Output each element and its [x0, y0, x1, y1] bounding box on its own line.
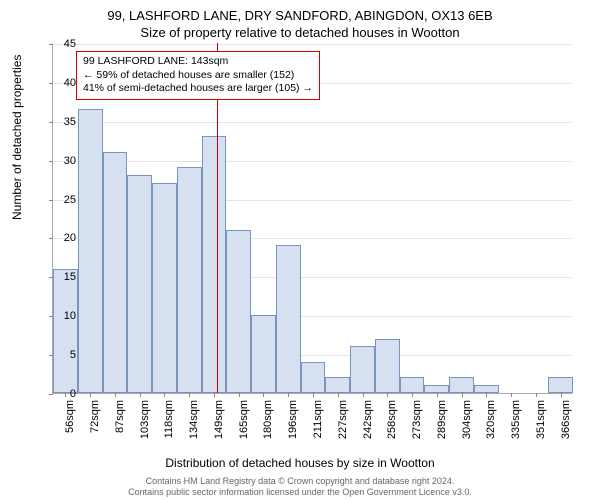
- xtick-mark: [65, 393, 66, 397]
- ytick-label: 35: [64, 116, 76, 128]
- annotation-line2: ← 59% of detached houses are smaller (15…: [83, 69, 313, 83]
- xtick-mark: [511, 393, 512, 397]
- xtick-label: 87sqm: [114, 400, 126, 444]
- ytick-mark: [49, 83, 53, 84]
- histogram-bar: [301, 362, 326, 393]
- xtick-label: 103sqm: [139, 400, 151, 444]
- histogram-bar: [350, 346, 375, 393]
- histogram-bar: [375, 339, 400, 393]
- ytick-label: 20: [64, 232, 76, 244]
- ytick-label: 40: [64, 77, 76, 89]
- xtick-mark: [387, 393, 388, 397]
- xtick-label: 335sqm: [510, 400, 522, 444]
- xtick-mark: [536, 393, 537, 397]
- xtick-mark: [90, 393, 91, 397]
- histogram-bar: [103, 152, 128, 393]
- ytick-mark: [49, 394, 53, 395]
- xtick-label: 304sqm: [461, 400, 473, 444]
- xtick-label: 242sqm: [362, 400, 374, 444]
- footer-attribution: Contains HM Land Registry data © Crown c…: [0, 476, 600, 498]
- ytick-label: 30: [64, 155, 76, 167]
- grid-line: [53, 122, 572, 123]
- histogram-bar: [449, 377, 474, 393]
- histogram-bar: [152, 183, 177, 393]
- histogram-bar: [474, 385, 499, 393]
- xtick-label: 289sqm: [436, 400, 448, 444]
- xtick-label: 180sqm: [262, 400, 274, 444]
- ytick-label: 45: [64, 38, 76, 50]
- xtick-label: 149sqm: [213, 400, 225, 444]
- grid-line: [53, 44, 572, 45]
- histogram-bar: [226, 230, 251, 393]
- ytick-label: 0: [70, 388, 76, 400]
- histogram-bar: [400, 377, 425, 393]
- chart-area: 99 LASHFORD LANE: 143sqm ← 59% of detach…: [52, 44, 572, 394]
- histogram-bar: [251, 315, 276, 393]
- annotation-line1: 99 LASHFORD LANE: 143sqm: [83, 55, 313, 69]
- xtick-label: 196sqm: [287, 400, 299, 444]
- xtick-label: 258sqm: [386, 400, 398, 444]
- xtick-mark: [214, 393, 215, 397]
- grid-line: [53, 161, 572, 162]
- xtick-label: 366sqm: [560, 400, 572, 444]
- xtick-mark: [437, 393, 438, 397]
- xtick-mark: [140, 393, 141, 397]
- ytick-mark: [49, 238, 53, 239]
- histogram-bar: [202, 136, 227, 393]
- histogram-bar: [177, 167, 202, 393]
- x-axis-label: Distribution of detached houses by size …: [0, 456, 600, 470]
- histogram-bar: [276, 245, 301, 393]
- chart-container: 99, LASHFORD LANE, DRY SANDFORD, ABINGDO…: [0, 0, 600, 500]
- histogram-bar: [424, 385, 449, 393]
- ytick-mark: [49, 161, 53, 162]
- xtick-label: 351sqm: [535, 400, 547, 444]
- footer-line2: Contains public sector information licen…: [0, 487, 600, 498]
- ytick-label: 10: [64, 310, 76, 322]
- xtick-mark: [462, 393, 463, 397]
- footer-line1: Contains HM Land Registry data © Crown c…: [0, 476, 600, 487]
- ytick-mark: [49, 44, 53, 45]
- xtick-label: 118sqm: [163, 400, 175, 444]
- xtick-mark: [338, 393, 339, 397]
- xtick-label: 273sqm: [411, 400, 423, 444]
- xtick-label: 211sqm: [312, 400, 324, 444]
- xtick-label: 72sqm: [89, 400, 101, 444]
- xtick-label: 227sqm: [337, 400, 349, 444]
- xtick-label: 165sqm: [238, 400, 250, 444]
- xtick-mark: [189, 393, 190, 397]
- xtick-mark: [288, 393, 289, 397]
- histogram-bar: [78, 109, 103, 393]
- xtick-label: 320sqm: [485, 400, 497, 444]
- ytick-mark: [49, 200, 53, 201]
- ytick-label: 15: [64, 271, 76, 283]
- chart-title-line1: 99, LASHFORD LANE, DRY SANDFORD, ABINGDO…: [0, 0, 600, 23]
- xtick-mark: [239, 393, 240, 397]
- histogram-bar: [548, 377, 573, 393]
- xtick-mark: [164, 393, 165, 397]
- ytick-label: 25: [64, 194, 76, 206]
- histogram-bar: [53, 269, 78, 393]
- y-axis-label: Number of detached properties: [10, 55, 24, 220]
- ytick-label: 5: [70, 349, 76, 361]
- chart-title-line2: Size of property relative to detached ho…: [0, 23, 600, 40]
- xtick-mark: [313, 393, 314, 397]
- histogram-bar: [325, 377, 350, 393]
- xtick-mark: [486, 393, 487, 397]
- histogram-bar: [127, 175, 152, 393]
- xtick-mark: [412, 393, 413, 397]
- ytick-mark: [49, 122, 53, 123]
- xtick-mark: [263, 393, 264, 397]
- xtick-mark: [561, 393, 562, 397]
- xtick-mark: [363, 393, 364, 397]
- xtick-label: 134sqm: [188, 400, 200, 444]
- annotation-line3: 41% of semi-detached houses are larger (…: [83, 82, 313, 96]
- marker-annotation: 99 LASHFORD LANE: 143sqm ← 59% of detach…: [76, 51, 320, 100]
- xtick-label: 56sqm: [64, 400, 76, 444]
- xtick-mark: [115, 393, 116, 397]
